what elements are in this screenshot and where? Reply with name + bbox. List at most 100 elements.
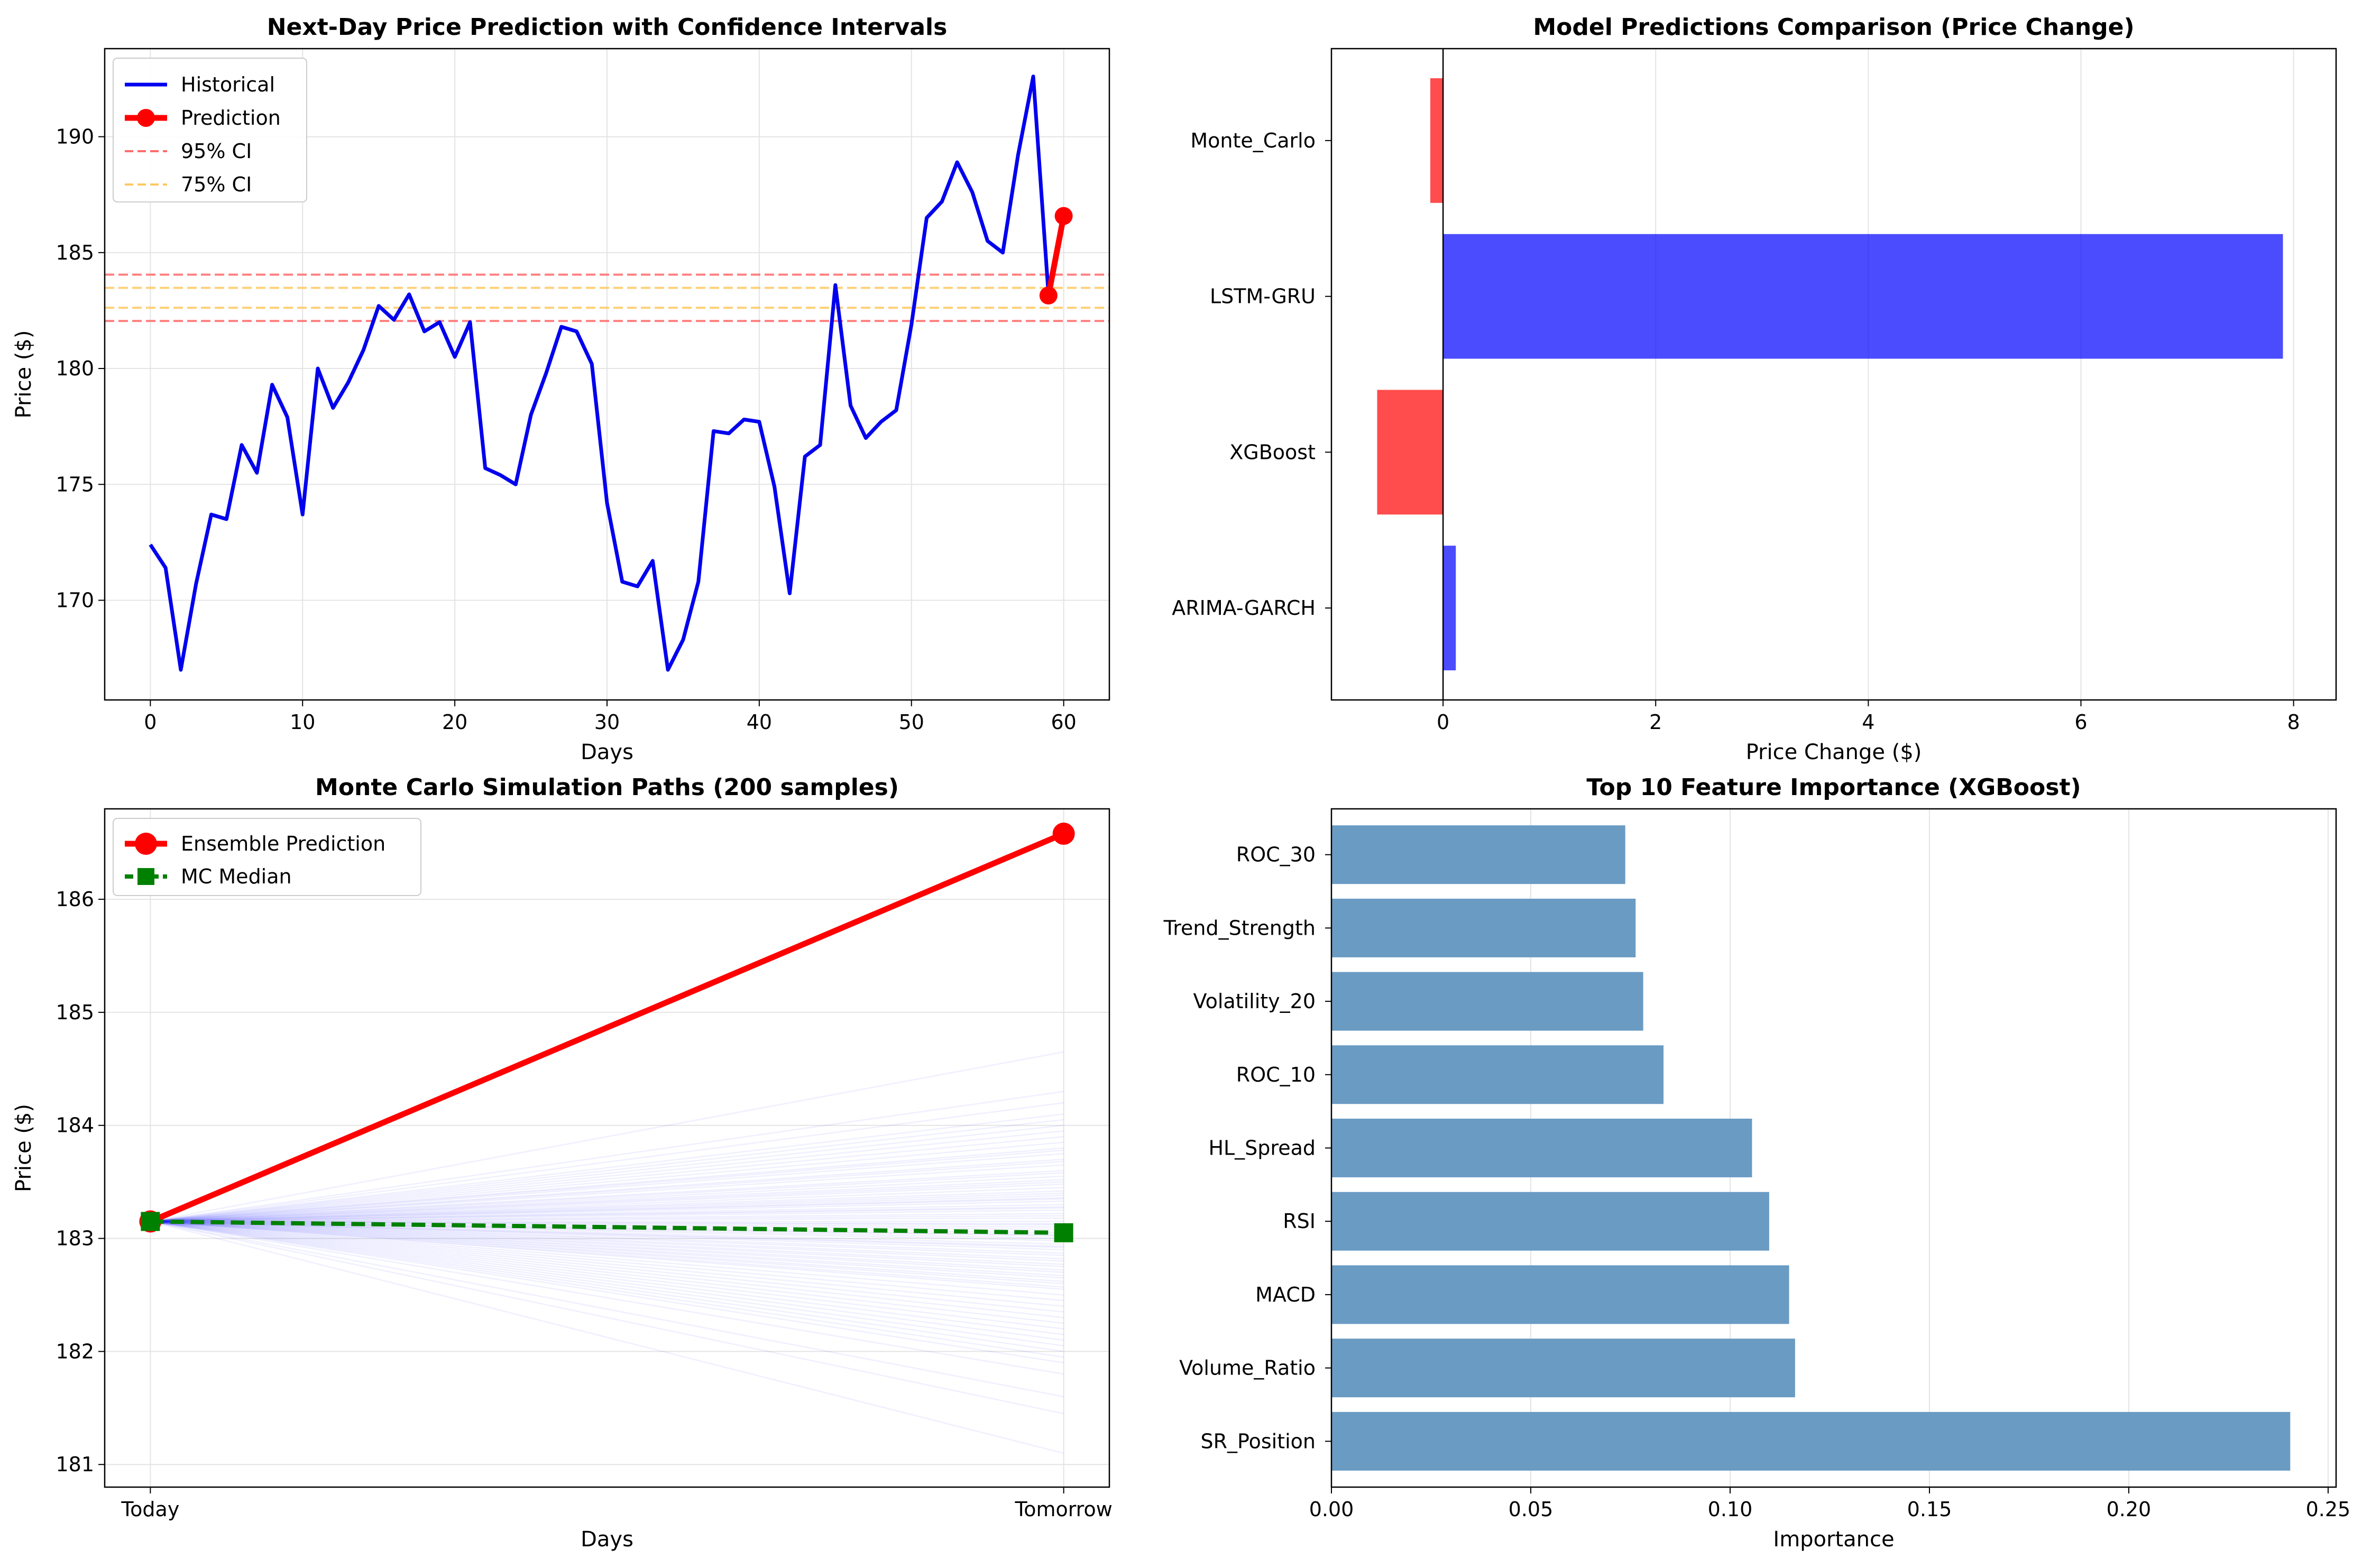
mc-sample-path — [150, 1221, 1064, 1324]
bar — [1331, 1045, 1664, 1104]
mc-sample-path — [150, 1102, 1064, 1222]
mc-sample-path — [150, 1209, 1064, 1222]
y-tick-label: 186 — [56, 888, 94, 911]
category-label: HL_Spread — [1208, 1137, 1316, 1160]
mc-sample-path — [150, 1221, 1064, 1335]
mc-sample-path — [150, 1221, 1064, 1277]
category-label: ROC_10 — [1236, 1063, 1316, 1086]
mc-sample-path — [150, 1221, 1064, 1271]
mc-sample-path — [150, 1198, 1064, 1222]
legend-box — [113, 58, 307, 202]
x-tick-label: 60 — [1051, 711, 1076, 734]
chart-title: Top 10 Feature Importance (XGBoost) — [1586, 774, 2081, 801]
y-tick-label: 175 — [56, 473, 94, 496]
x-tick-label: Tomorrow — [1014, 1498, 1112, 1521]
y-tick-label: 170 — [56, 588, 94, 612]
category-label: XGBoost — [1229, 440, 1316, 464]
chart-price-prediction: 0 10 20 30 40 50 60 170 175 180 185 190 Next-Day Pri… — [12, 14, 1110, 764]
mc-sample-path — [150, 1164, 1064, 1222]
mc-sample-path — [150, 1221, 1064, 1256]
bar — [1377, 390, 1444, 515]
mc-sample-path — [150, 1149, 1064, 1222]
category-label: Volume_Ratio — [1179, 1357, 1316, 1380]
mc-sample-path — [150, 1221, 1064, 1247]
x-tick-label: 0 — [144, 711, 157, 734]
mc-sample-path — [150, 1181, 1064, 1222]
y-tick-label: 182 — [56, 1340, 94, 1363]
legend-box — [113, 818, 421, 896]
mc-sample-path — [150, 1217, 1064, 1222]
mc-sample-path — [150, 1215, 1064, 1222]
mc-sample-path — [150, 1187, 1064, 1222]
x-tick-label: Today — [121, 1498, 179, 1521]
legend-marker — [137, 868, 154, 885]
axes-frame — [1330, 808, 2337, 1488]
mc-sample-path — [150, 1197, 1064, 1222]
x-tick-label: 6 — [2074, 711, 2087, 734]
mc-sample-path — [150, 1113, 1064, 1222]
bar — [1331, 1119, 1752, 1177]
y-tick-label: 180 — [56, 357, 94, 380]
mc-sample-path — [150, 1221, 1064, 1279]
y-axis-label: Price ($) — [12, 330, 36, 419]
mc-sample-path — [150, 1221, 1064, 1307]
mc-sample-path — [150, 1051, 1064, 1222]
mc-sample-path — [150, 1160, 1064, 1222]
y-tick-label: 185 — [56, 241, 94, 264]
x-tick-label: 2 — [1649, 711, 1662, 734]
mc-sample-path — [150, 1152, 1064, 1222]
mc-sample-path — [150, 1175, 1064, 1222]
mc-sample-path — [150, 1221, 1064, 1248]
bar — [1331, 1412, 2291, 1471]
legend-label: 75% CI — [181, 173, 252, 196]
x-axis-label: Importance — [1773, 1527, 1894, 1552]
mc-sample-path — [150, 1091, 1064, 1222]
mc-sample-path — [150, 1204, 1064, 1222]
mc-sample-path — [150, 1221, 1064, 1254]
legend-label: MC Median — [181, 865, 292, 888]
mc-sample-path — [150, 1207, 1064, 1222]
mc-sample-path — [150, 1221, 1064, 1415]
mc-sample-path — [150, 1221, 1064, 1262]
category-label: SR_Position — [1201, 1429, 1316, 1453]
historical-series-line — [149, 75, 1051, 672]
mc-sample-path — [150, 1221, 1064, 1283]
mc-sample-path — [150, 1221, 1064, 1285]
y-tick-label: 190 — [56, 125, 94, 149]
mc-sample-path — [150, 1130, 1064, 1222]
mc-sample-path — [150, 1195, 1064, 1222]
y-tick-label: 184 — [56, 1114, 94, 1137]
category-label: RSI — [1283, 1210, 1316, 1233]
mc-sample-path — [150, 1206, 1064, 1222]
mc-sample-path — [150, 1221, 1064, 1346]
x-tick-label: 40 — [747, 711, 772, 734]
mc-sample-path — [150, 1221, 1064, 1288]
bar — [1443, 234, 2283, 359]
x-tick-label: 50 — [899, 711, 924, 734]
mc-sample-path — [150, 1221, 1064, 1341]
bar — [1331, 1265, 1789, 1324]
x-axis-label: Price Change ($) — [1746, 740, 1922, 764]
mc-sample-path — [150, 1221, 1064, 1260]
mc-sample-path — [150, 1136, 1064, 1222]
chart-title: Next-Day Price Prediction with Confidenc… — [267, 14, 948, 41]
prediction-point — [1054, 207, 1073, 225]
mc-sample-path — [150, 1221, 1064, 1313]
x-tick-label: 0.25 — [2306, 1498, 2351, 1521]
legend-marker — [135, 833, 157, 855]
mc-sample-path — [150, 1221, 1064, 1352]
x-tick-label: 0.20 — [2107, 1498, 2152, 1521]
bar — [1331, 1339, 1795, 1398]
chart-monte-carlo: 181 182 183 184 185 186 Today Tomorrow Monte Car… — [12, 774, 1113, 1552]
ensemble-prediction-point — [1052, 823, 1075, 845]
mc-sample-path — [150, 1221, 1064, 1290]
mc-sample-path — [150, 1221, 1064, 1375]
mc-sample-path — [150, 1172, 1064, 1222]
legend-label: Prediction — [181, 106, 281, 130]
mc-sample-path — [150, 1221, 1064, 1398]
x-tick-label: 4 — [1862, 711, 1874, 734]
mc-sample-path — [150, 1221, 1064, 1273]
ensemble-prediction-line — [149, 831, 1065, 1224]
legend-marker — [137, 109, 155, 127]
